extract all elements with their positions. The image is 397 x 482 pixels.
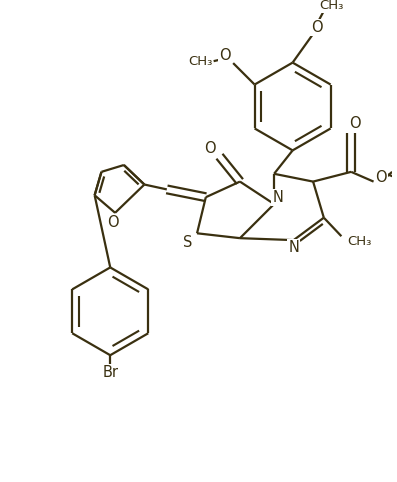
Text: N: N bbox=[273, 190, 283, 205]
Text: O: O bbox=[107, 215, 119, 230]
Text: CH₃: CH₃ bbox=[320, 0, 344, 12]
Text: O: O bbox=[220, 48, 231, 63]
Text: N: N bbox=[288, 241, 299, 255]
Text: O: O bbox=[349, 116, 361, 131]
Text: CH₃: CH₃ bbox=[347, 235, 371, 248]
Text: Br: Br bbox=[102, 365, 118, 380]
Text: O: O bbox=[311, 20, 323, 35]
Text: O: O bbox=[204, 141, 216, 156]
Text: O: O bbox=[376, 170, 387, 185]
Text: CH₃: CH₃ bbox=[188, 54, 212, 67]
Text: S: S bbox=[183, 235, 192, 250]
